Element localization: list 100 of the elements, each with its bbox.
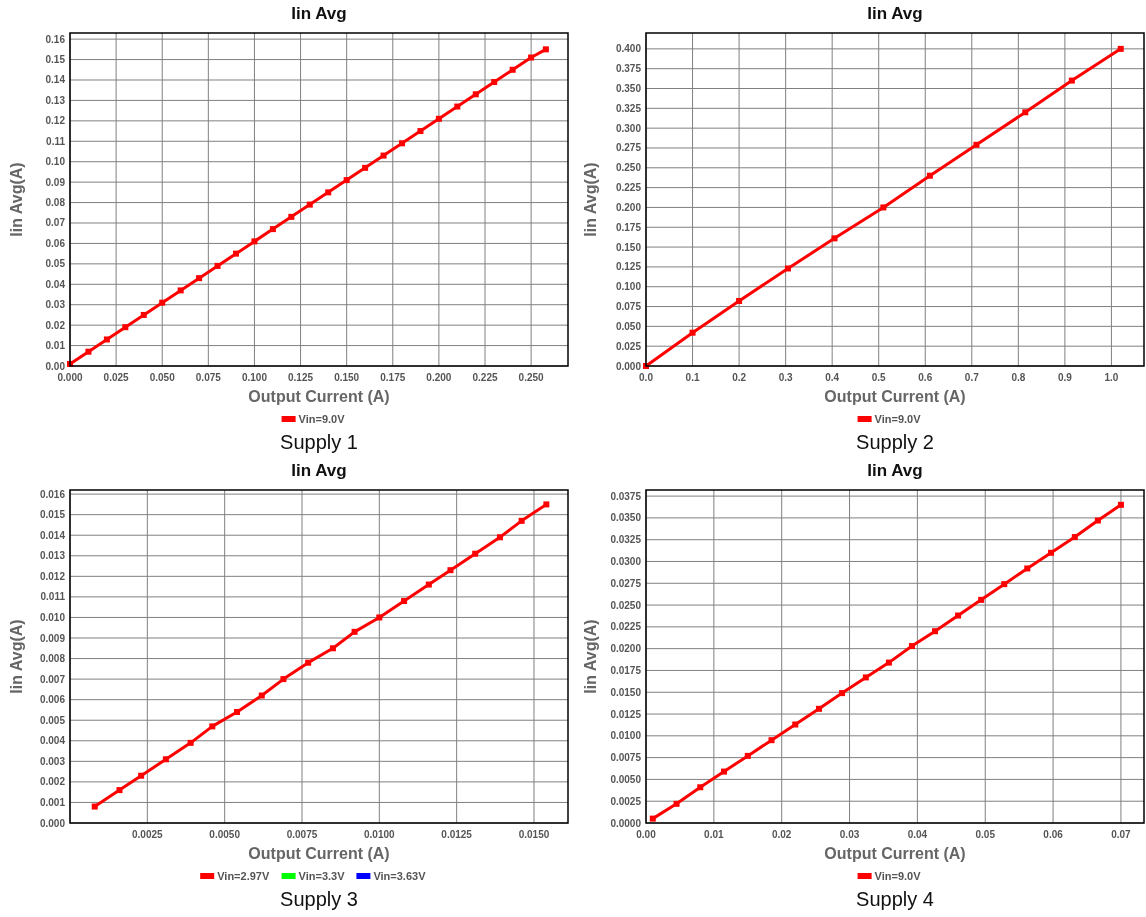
point	[234, 709, 241, 715]
point	[435, 115, 442, 122]
y-tick-label: 0.001	[39, 796, 66, 808]
text: Supply 1	[280, 431, 358, 453]
y-tick-label: 0.250	[615, 162, 642, 174]
y-tick-label: 0.025	[615, 340, 642, 352]
point	[233, 250, 239, 257]
y-tick-label: 0.010	[39, 611, 66, 623]
x-tick-label: 0.175	[380, 372, 406, 383]
point	[689, 329, 696, 336]
y-tick-label: 0.03	[45, 299, 66, 311]
point	[880, 204, 887, 211]
point	[768, 737, 775, 744]
point	[649, 815, 656, 822]
point	[305, 659, 312, 666]
point	[122, 324, 129, 331]
x-tick-label: 0.4	[825, 372, 840, 383]
point	[454, 103, 461, 110]
point	[325, 189, 332, 196]
y-axis-title: Iin Avg(A)	[582, 619, 599, 694]
y-tick-label: 0.0200	[610, 643, 642, 655]
point	[1094, 517, 1101, 524]
point	[329, 645, 336, 652]
y-tick-label: 0.16	[45, 33, 66, 45]
y-tick-label: 0.12	[45, 115, 66, 127]
y-tick-label: 0.275	[615, 142, 642, 154]
point	[518, 517, 525, 524]
point	[209, 723, 216, 730]
text: Supply 2	[856, 431, 934, 453]
y-tick-label: 0.14	[45, 74, 66, 86]
y-tick-label: 0.07	[45, 217, 66, 229]
point	[1048, 549, 1055, 556]
x-tick-label: 0.125	[288, 372, 314, 383]
x-tick-label: 0.100	[241, 372, 268, 383]
legend-label: Vin=3.3V	[298, 870, 346, 882]
x-tick-label: 0.8	[1011, 372, 1026, 383]
point	[973, 141, 980, 148]
x-tick-label: 0.3	[778, 372, 794, 383]
point	[908, 643, 915, 650]
y-tick-label: 0.008	[39, 653, 66, 665]
point	[926, 172, 933, 179]
x-tick-label: 0.5	[871, 372, 887, 383]
x-tick-label: 0.06	[1043, 829, 1064, 840]
x-tick-label: 0.150	[334, 372, 360, 383]
y-tick-label: 0.06	[45, 237, 66, 249]
y-tick-label: 0.0250	[610, 599, 642, 611]
point	[1001, 581, 1008, 588]
point	[269, 226, 276, 233]
point	[362, 164, 369, 171]
point	[351, 628, 358, 635]
y-tick-label: 0.150	[615, 241, 642, 253]
x-tick-label: 0.0075	[286, 829, 318, 840]
y-tick-label: 0.13	[45, 94, 66, 106]
y-tick-label: 0.0350	[610, 512, 642, 524]
chart-title: Iin Avg	[291, 4, 347, 23]
x-tick-label: 0.05	[975, 829, 996, 840]
x-tick-label: 0.025	[103, 372, 130, 383]
x-tick-label: 0.9	[1057, 372, 1073, 383]
x-tick-label: 0.000	[57, 372, 83, 383]
y-tick-label: 0.0050	[610, 773, 642, 785]
point	[1022, 109, 1029, 116]
chart-title: Iin Avg	[867, 461, 923, 480]
point	[91, 803, 98, 810]
legend-label: Vin=3.63V	[373, 870, 427, 882]
x-tick-label: 0.050	[149, 372, 176, 383]
y-tick-label: 0.0025	[610, 795, 642, 807]
point	[885, 659, 892, 666]
point	[543, 501, 550, 508]
x-tick-label: 0.225	[472, 372, 498, 383]
y-tick-label: 0.09	[45, 176, 66, 188]
y-tick-label: 0.014	[39, 529, 66, 541]
x-tick-label: 0.0050	[209, 829, 241, 840]
chart-title: Iin Avg	[291, 461, 347, 480]
y-tick-label: 0.0000	[610, 817, 642, 829]
x-tick-label: 0.02	[771, 829, 792, 840]
point	[159, 299, 166, 306]
y-tick-label: 0.0100	[610, 730, 642, 742]
y-tick-label: 0.225	[615, 182, 642, 194]
point	[399, 140, 405, 147]
y-tick-label: 0.325	[615, 102, 642, 114]
y-tick-label: 0.0150	[610, 686, 642, 698]
y-tick-label: 0.00	[45, 360, 66, 372]
x-tick-label: 0.0025	[132, 829, 164, 840]
y-tick-label: 0.04	[45, 278, 66, 290]
x-axis-title: Output Current (A)	[248, 388, 390, 405]
x-tick-label: 0.03	[839, 829, 860, 840]
y-tick-label: 0.0175	[610, 664, 642, 676]
text: Supply 3	[280, 888, 358, 910]
legend-label: Vin=2.97V	[217, 870, 270, 882]
point	[784, 265, 791, 272]
x-tick-label: 0.075	[195, 372, 222, 383]
point	[955, 612, 962, 619]
y-tick-label: 0.0125	[610, 708, 642, 720]
point	[401, 598, 408, 604]
legend-label: Vin=9.0V	[298, 413, 346, 425]
y-tick-label: 0.0225	[610, 621, 642, 633]
point	[839, 690, 846, 697]
x-tick-label: 0.0150	[518, 829, 550, 840]
x-tick-label: 0.07	[1111, 829, 1132, 840]
point	[343, 177, 350, 184]
